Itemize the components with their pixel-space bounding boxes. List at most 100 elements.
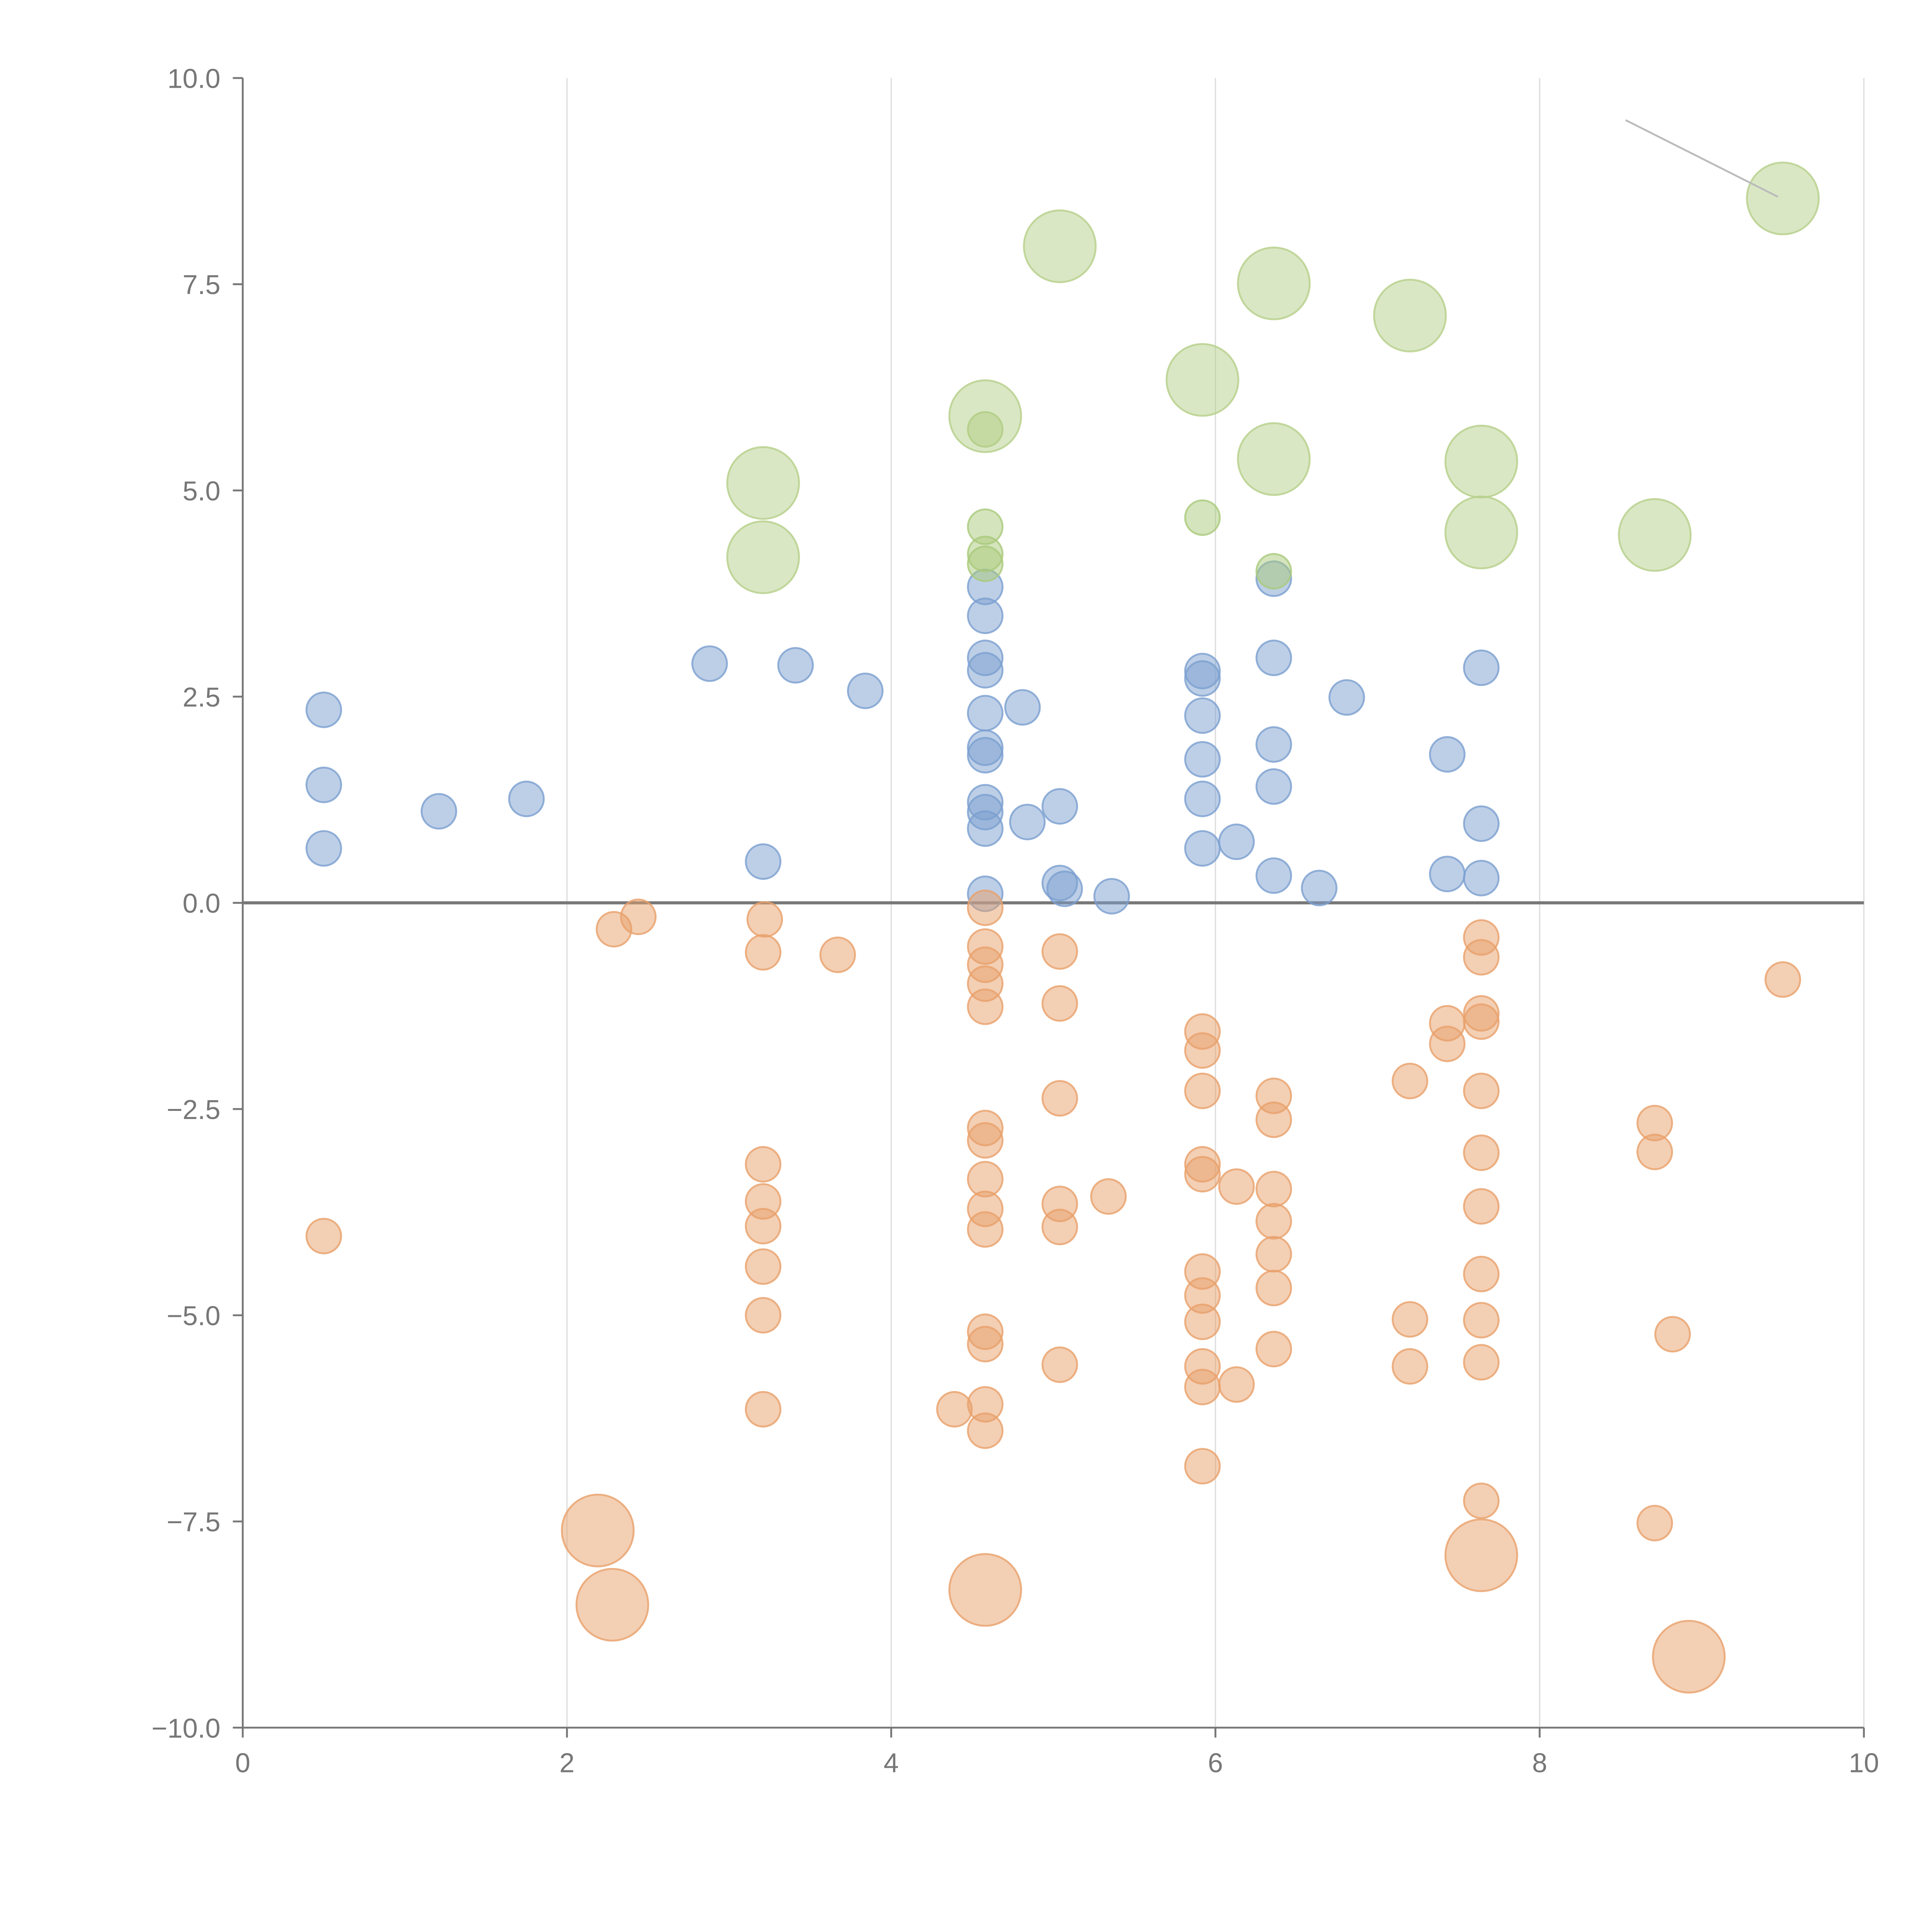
point-orange-large: [1444, 1518, 1518, 1592]
point-blue: [1184, 830, 1221, 867]
annotation-line: [1625, 119, 1779, 198]
point-orange-small: [1184, 1072, 1221, 1109]
point-orange-small: [1184, 1369, 1221, 1405]
point-orange-small: [1255, 1101, 1292, 1138]
data-points: [305, 162, 1820, 1694]
point-blue: [1255, 639, 1292, 676]
point-blue: [305, 767, 342, 803]
point-blue: [1184, 697, 1221, 734]
x-tick-label: 10: [1849, 1748, 1879, 1778]
point-orange-small: [1184, 1156, 1221, 1193]
point-green-large: [1618, 498, 1692, 572]
point-blue: [967, 597, 1004, 634]
point-blue: [777, 647, 814, 684]
point-orange-small: [1764, 961, 1801, 998]
x-tick-label: 4: [884, 1748, 899, 1778]
point-blue: [1093, 878, 1130, 915]
x-tick-label: 0: [235, 1748, 250, 1778]
point-orange-small: [1463, 1482, 1500, 1519]
point-orange-small: [1255, 1170, 1292, 1208]
point-blue: [967, 652, 1004, 689]
point-orange-small: [1041, 985, 1078, 1022]
point-orange-small: [1255, 1236, 1292, 1273]
point-orange-small: [1463, 939, 1500, 976]
y-tick-label: 2.5: [182, 682, 220, 713]
point-green-large: [948, 379, 1022, 453]
point-blue: [1041, 788, 1078, 825]
point-blue: [1046, 870, 1083, 907]
point-blue: [691, 645, 728, 682]
point-orange-small: [1041, 1209, 1078, 1245]
point-orange-small: [1463, 1134, 1500, 1171]
point-orange-small: [967, 1326, 1004, 1362]
point-orange-small: [745, 934, 782, 971]
point-green-large: [1373, 279, 1447, 353]
y-tick-label: 5.0: [182, 476, 220, 506]
point-blue: [1463, 860, 1500, 896]
point-orange-small: [746, 901, 783, 938]
point-orange-small: [1429, 1026, 1466, 1062]
point-blue: [1218, 823, 1255, 860]
point-orange-small: [1463, 1255, 1500, 1293]
y-tick-label: −5.0: [167, 1300, 220, 1331]
point-orange-small: [1636, 1505, 1673, 1542]
point-orange-small: [1184, 1032, 1221, 1069]
point-orange-small: [967, 889, 1004, 926]
point-orange-small: [1041, 1346, 1078, 1383]
point-orange-large: [1652, 1620, 1726, 1694]
point-orange-small: [745, 1297, 782, 1334]
y-tick-label: 7.5: [182, 269, 220, 300]
point-green-large: [1746, 162, 1820, 235]
point-orange-small: [1463, 1072, 1500, 1109]
point-blue: [1463, 649, 1500, 686]
y-tick-label: 0.0: [182, 888, 220, 918]
point-green-large: [1444, 495, 1518, 570]
point-blue: [1184, 781, 1221, 817]
point-orange-small: [1090, 1178, 1127, 1215]
point-orange-small: [819, 936, 856, 973]
y-tick-label: −7.5: [167, 1507, 220, 1537]
point-green-large: [726, 446, 800, 520]
point-orange-small: [967, 1412, 1004, 1449]
point-orange-small: [967, 988, 1004, 1025]
point-blue: [967, 695, 1004, 731]
point-green-small: [1184, 499, 1221, 536]
point-orange-small: [967, 1122, 1004, 1159]
point-orange-small: [1218, 1366, 1255, 1403]
point-blue: [1429, 855, 1466, 893]
point-orange-small: [620, 898, 657, 935]
point-orange-small: [1184, 1448, 1221, 1485]
point-blue: [1429, 736, 1466, 773]
point-orange-small: [936, 1391, 973, 1428]
point-orange-small: [1463, 1302, 1500, 1338]
point-blue: [508, 781, 545, 817]
point-orange-small: [1255, 1270, 1292, 1306]
point-green-large: [1237, 422, 1311, 496]
x-tick-label: 2: [560, 1748, 575, 1778]
point-blue: [847, 672, 884, 709]
point-blue: [967, 737, 1004, 774]
point-blue: [967, 810, 1004, 847]
point-orange-large: [561, 1493, 635, 1568]
point-orange-small: [1255, 1331, 1292, 1367]
point-orange-small: [1041, 1080, 1078, 1117]
axes: 0 2 4 6 8 10 10.0 7.5 5.0 2.5 0.0 −2.5 −5.0 −7.5 −10.0: [151, 63, 1879, 1778]
point-orange-small: [1391, 1348, 1429, 1385]
point-orange-small: [1041, 933, 1078, 970]
y-tick-label: −2.5: [167, 1094, 220, 1125]
y-tick-label: −10.0: [151, 1713, 220, 1743]
point-blue: [1301, 869, 1338, 906]
x-tick-label: 6: [1208, 1748, 1223, 1778]
point-orange-small: [1463, 1003, 1500, 1040]
point-blue: [1184, 741, 1221, 778]
y-tick-label: 10.0: [167, 63, 220, 94]
point-blue: [1009, 804, 1046, 840]
point-blue: [1463, 805, 1500, 842]
point-blue: [1255, 857, 1292, 894]
point-blue: [1328, 679, 1365, 716]
point-orange-small: [1255, 1203, 1292, 1240]
point-blue: [1184, 660, 1221, 697]
point-orange-small: [745, 1146, 782, 1183]
point-orange-large: [575, 1568, 650, 1642]
point-blue: [305, 691, 342, 728]
